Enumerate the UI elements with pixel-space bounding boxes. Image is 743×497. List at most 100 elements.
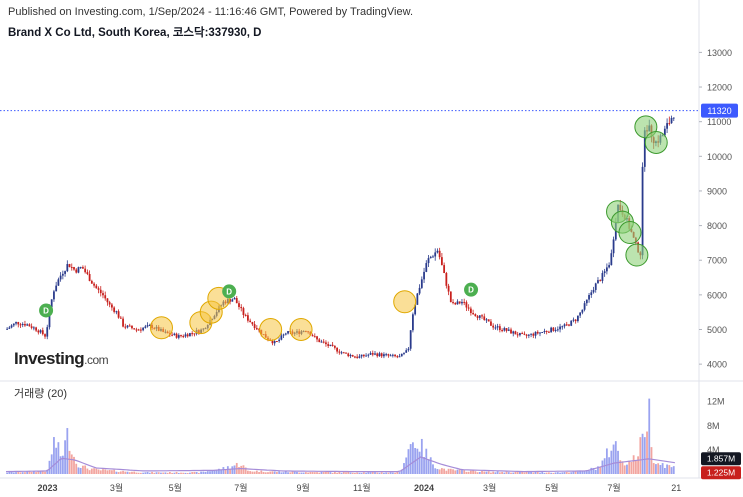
volume-bar (550, 472, 553, 474)
volume-bar (90, 468, 93, 474)
volume-bar (318, 472, 321, 474)
candle-body (438, 250, 441, 258)
candle-body (407, 348, 410, 351)
candle-body (376, 353, 379, 357)
candle-body (369, 353, 372, 355)
volume-bar (249, 471, 252, 474)
candle-body (420, 279, 423, 288)
volume-bar (454, 470, 457, 474)
candle-body (563, 324, 566, 327)
volume-bar (583, 470, 586, 474)
candle-body (15, 322, 17, 324)
candle-body (523, 333, 526, 335)
volume-bar (195, 471, 198, 474)
volume-bar (358, 472, 361, 474)
dividend-badge-label: D (226, 287, 232, 296)
candle-body (643, 130, 646, 167)
volume-bar (171, 472, 174, 474)
volume-bar (541, 471, 544, 474)
volume-bar (626, 464, 628, 474)
volume-bar (302, 472, 305, 474)
candle-body (423, 271, 425, 280)
price-tick-label: 11000 (707, 117, 731, 127)
candle-body (75, 269, 78, 273)
dividend-badge (39, 303, 54, 318)
candle-body (403, 352, 405, 354)
volume-bar (287, 472, 289, 474)
candle-body (148, 325, 151, 327)
volume-bar (657, 463, 660, 474)
volume-bar (655, 464, 657, 474)
volume-bar (652, 463, 655, 474)
candle-body (447, 285, 450, 292)
volume-bar (639, 437, 642, 474)
volume-bar (19, 472, 22, 474)
candle-body (122, 318, 124, 327)
candle-body (95, 285, 98, 289)
candle-body (271, 340, 274, 344)
volume-bar (568, 472, 570, 474)
volume-bar (177, 472, 180, 474)
candle-body (55, 285, 58, 292)
volume-bar (561, 472, 564, 474)
volume-bar (452, 469, 454, 474)
volume-bar (77, 467, 80, 474)
volume-bar (122, 470, 124, 474)
price-tick-label: 13000 (707, 48, 732, 58)
volume-bar (338, 472, 341, 474)
candle-body (322, 341, 325, 343)
volume-bar (126, 471, 129, 474)
volume-bar (191, 472, 194, 474)
volume-bar (494, 472, 497, 474)
volume-bar (79, 467, 82, 474)
price-tick-label: 5000 (707, 325, 727, 335)
volume-bar (231, 466, 234, 474)
volume-bar (543, 472, 546, 474)
candle-body (519, 333, 521, 336)
volume-bar (53, 437, 55, 474)
volume-bar (291, 471, 294, 474)
volume-bar (610, 450, 613, 474)
volume-bar (481, 470, 483, 474)
volume-bar (666, 464, 668, 474)
candle-body (90, 280, 93, 284)
volume-bar (322, 472, 325, 474)
volume-bar (394, 472, 396, 474)
volume-badge-label: 1.857M (707, 454, 735, 464)
volume-bar (102, 469, 104, 474)
candle-body (514, 331, 517, 335)
time-axis-label: 7월 (234, 482, 247, 493)
candle-body (79, 267, 82, 269)
volume-bar (59, 456, 62, 474)
volume-bar (313, 472, 316, 474)
volume-bar (516, 472, 519, 474)
volume-bar (418, 451, 421, 474)
volume-panel-title: 거래량 (20) (14, 388, 67, 400)
volume-bar (193, 471, 196, 474)
volume-bar (316, 472, 318, 474)
volume-bar (668, 465, 671, 474)
candle-body (501, 330, 503, 332)
candle-body (191, 333, 194, 335)
volume-bar (139, 472, 142, 474)
candle-body (53, 291, 55, 300)
volume-bar (570, 472, 573, 474)
candle-body (360, 354, 363, 357)
candle-body (287, 331, 289, 334)
volume-bar (342, 472, 345, 474)
price-tick-label: 7000 (707, 256, 727, 266)
candle-body (88, 273, 91, 281)
price-tick-label: 6000 (707, 290, 727, 300)
volume-bar (429, 457, 432, 474)
time-axis-label: 2024 (414, 483, 434, 493)
candle-body (608, 265, 611, 268)
volume-bar (180, 472, 182, 474)
candle-body (177, 335, 180, 338)
volume-bar (168, 471, 171, 474)
volume-bar (548, 472, 550, 474)
candle-body (111, 304, 113, 308)
volume-bar (124, 471, 127, 474)
volume-bar (527, 472, 530, 474)
time-axis-label: 5월 (169, 482, 182, 493)
volume-bar (340, 472, 343, 474)
